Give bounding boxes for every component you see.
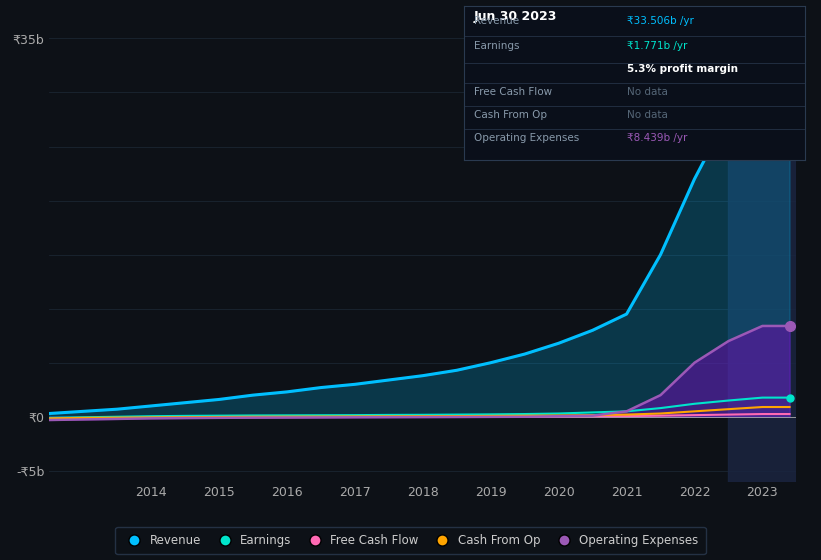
Text: 5.3% profit margin: 5.3% profit margin <box>627 64 738 74</box>
Text: Cash From Op: Cash From Op <box>474 110 547 120</box>
Text: ₹1.771b /yr: ₹1.771b /yr <box>627 41 688 51</box>
Text: Revenue: Revenue <box>474 16 519 26</box>
Text: ₹8.439b /yr: ₹8.439b /yr <box>627 133 688 143</box>
Legend: Revenue, Earnings, Free Cash Flow, Cash From Op, Operating Expenses: Revenue, Earnings, Free Cash Flow, Cash … <box>116 527 705 554</box>
Text: Earnings: Earnings <box>474 41 520 51</box>
Text: ₹33.506b /yr: ₹33.506b /yr <box>627 16 695 26</box>
Text: No data: No data <box>627 87 668 97</box>
Text: No data: No data <box>627 110 668 120</box>
Text: Operating Expenses: Operating Expenses <box>474 133 580 143</box>
Text: Free Cash Flow: Free Cash Flow <box>474 87 553 97</box>
Bar <box>728 17 796 482</box>
Text: Jun 30 2023: Jun 30 2023 <box>474 10 557 23</box>
